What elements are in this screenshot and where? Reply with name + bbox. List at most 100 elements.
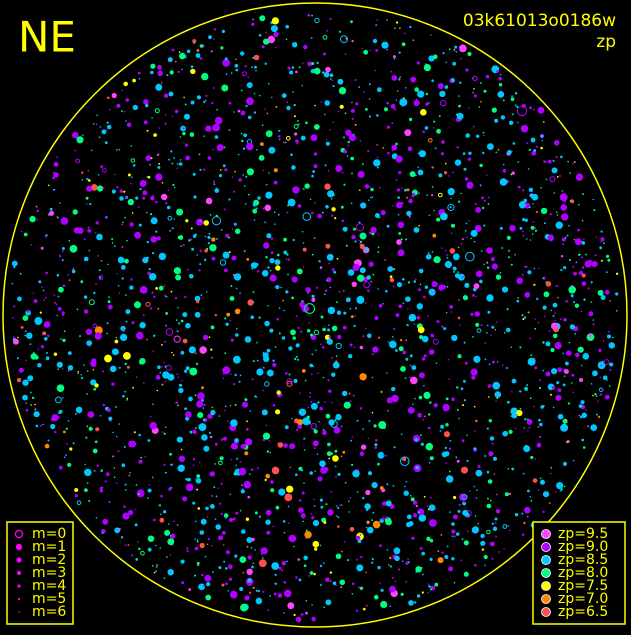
star xyxy=(245,175,248,178)
star xyxy=(533,267,536,270)
star xyxy=(578,404,583,408)
star xyxy=(175,401,178,405)
star xyxy=(195,352,197,355)
star xyxy=(577,253,581,256)
star xyxy=(254,65,257,69)
star xyxy=(234,228,241,235)
star xyxy=(53,188,56,191)
star xyxy=(247,578,252,583)
star xyxy=(349,527,355,532)
star xyxy=(86,202,88,205)
star xyxy=(323,521,327,524)
star xyxy=(140,550,145,556)
star xyxy=(351,172,353,175)
star xyxy=(445,397,449,401)
star xyxy=(158,252,167,261)
star xyxy=(380,588,384,592)
star xyxy=(210,325,215,330)
star xyxy=(316,286,319,289)
star xyxy=(75,158,81,164)
star xyxy=(374,213,380,218)
star xyxy=(211,544,213,547)
star xyxy=(128,474,131,477)
star xyxy=(320,466,328,474)
star xyxy=(555,285,558,288)
star xyxy=(441,325,444,328)
star xyxy=(386,549,389,551)
star xyxy=(166,74,169,77)
star xyxy=(129,222,134,227)
star xyxy=(429,349,435,355)
star xyxy=(196,540,199,543)
star xyxy=(183,96,185,99)
star xyxy=(111,382,115,386)
star xyxy=(41,286,43,288)
star xyxy=(124,544,127,546)
star xyxy=(406,196,408,199)
star xyxy=(206,516,209,518)
star xyxy=(261,270,269,277)
star xyxy=(523,427,525,429)
star xyxy=(559,193,568,202)
star xyxy=(522,234,525,237)
star xyxy=(295,315,298,318)
star xyxy=(67,274,70,276)
star xyxy=(471,375,476,380)
star xyxy=(426,194,428,197)
star xyxy=(267,305,269,307)
star xyxy=(160,82,163,84)
star xyxy=(314,104,316,107)
star xyxy=(569,172,571,174)
star xyxy=(402,457,407,462)
star xyxy=(241,139,244,143)
star xyxy=(337,525,340,528)
star xyxy=(93,469,96,472)
star xyxy=(542,405,545,407)
star xyxy=(229,296,235,301)
star xyxy=(580,400,585,405)
star xyxy=(37,348,40,351)
star xyxy=(574,332,576,335)
star xyxy=(491,263,498,270)
star xyxy=(111,92,117,99)
star xyxy=(216,238,218,240)
star xyxy=(147,535,155,542)
star xyxy=(106,322,109,325)
star xyxy=(138,547,141,551)
star xyxy=(555,221,563,229)
star xyxy=(102,186,105,189)
star xyxy=(510,263,513,266)
star xyxy=(72,131,79,139)
star xyxy=(562,461,568,466)
star xyxy=(582,446,586,449)
star xyxy=(255,597,263,605)
star xyxy=(423,385,425,387)
star xyxy=(112,455,115,458)
star xyxy=(149,415,152,418)
legend-symbol xyxy=(16,557,22,563)
star xyxy=(474,564,477,567)
star xyxy=(450,311,453,313)
star xyxy=(188,346,196,354)
star xyxy=(174,336,176,339)
star xyxy=(523,521,526,525)
star xyxy=(311,14,313,17)
star xyxy=(425,442,434,451)
star xyxy=(398,568,400,571)
star xyxy=(528,148,531,152)
star xyxy=(475,469,483,477)
star xyxy=(328,335,331,339)
star xyxy=(246,568,253,575)
star xyxy=(562,243,565,246)
star xyxy=(245,203,247,205)
star xyxy=(212,180,215,183)
star xyxy=(342,450,346,454)
star xyxy=(275,409,281,415)
star xyxy=(286,485,294,493)
star xyxy=(600,241,602,243)
legend-symbol xyxy=(18,611,20,613)
star xyxy=(253,219,256,221)
star xyxy=(220,482,223,485)
star xyxy=(34,408,37,410)
star xyxy=(167,569,174,576)
